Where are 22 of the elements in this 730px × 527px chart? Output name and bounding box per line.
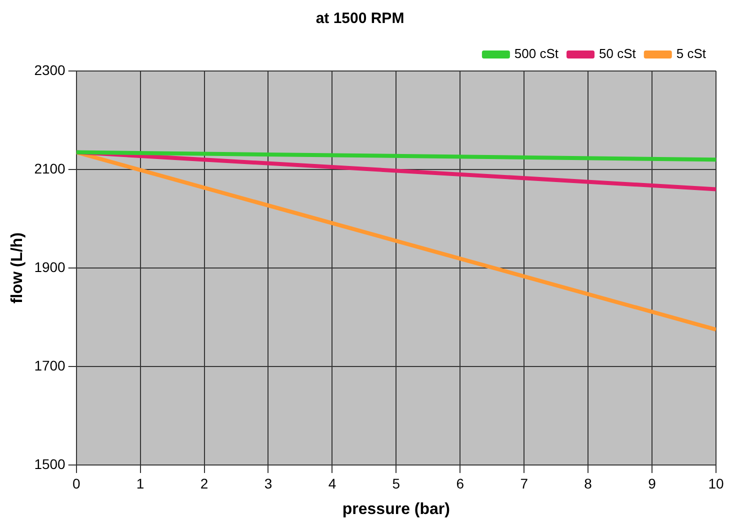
x-tick-label: 9 [648, 475, 656, 492]
legend-label: 50 cSt [599, 46, 636, 62]
y-tick-label: 1900 [34, 258, 66, 275]
y-tick-label: 2100 [34, 160, 66, 176]
x-tick-label: 1 [136, 475, 144, 492]
y-tick-label: 2300 [34, 62, 66, 78]
x-tick-label: 8 [584, 475, 592, 492]
x-tick-label: 4 [328, 475, 336, 492]
legend-label: 5 cSt [676, 46, 706, 62]
x-tick-label: 6 [456, 475, 464, 492]
x-axis-title: pressure (bar) [342, 500, 450, 518]
x-tick-label: 10 [708, 475, 724, 492]
x-tick-label: 7 [520, 475, 528, 492]
x-tick-label: 3 [264, 475, 272, 492]
legend-label: 500 cSt [514, 46, 559, 62]
x-tick-label: 0 [72, 475, 80, 492]
x-tick-label: 5 [392, 475, 400, 492]
x-tick-label: 2 [200, 475, 208, 492]
y-tick-label: 1500 [34, 456, 66, 472]
y-tick-label: 1700 [34, 357, 66, 374]
chart-title: at 1500 RPM [316, 10, 404, 28]
y-axis-title: flow (L/h) [9, 232, 26, 304]
